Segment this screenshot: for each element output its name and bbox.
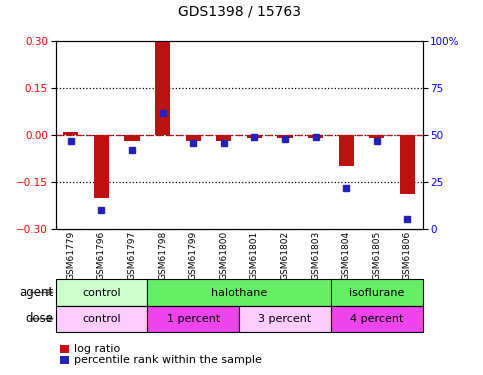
Bar [308, 135, 323, 138]
Text: isoflurane: isoflurane [349, 288, 404, 297]
Text: percentile rank within the sample: percentile rank within the sample [74, 355, 262, 365]
Bar [63, 132, 78, 135]
Bar [331, 306, 423, 332]
Text: GSM61802: GSM61802 [281, 231, 289, 280]
Text: GSM61805: GSM61805 [372, 231, 381, 280]
Bar [277, 135, 293, 138]
Bar [94, 135, 109, 198]
Bar [155, 41, 170, 135]
Text: GDS1398 / 15763: GDS1398 / 15763 [178, 5, 300, 19]
Bar [339, 135, 354, 166]
Text: GSM61799: GSM61799 [189, 231, 198, 280]
Bar [56, 306, 147, 332]
Text: control: control [82, 288, 121, 297]
Text: GSM61804: GSM61804 [341, 231, 351, 280]
Bar [247, 135, 262, 138]
Bar [147, 279, 331, 306]
Bar [185, 135, 201, 141]
Bar [56, 279, 147, 306]
Text: GSM61806: GSM61806 [403, 231, 412, 280]
Bar [239, 306, 331, 332]
Text: GSM61798: GSM61798 [158, 231, 167, 280]
Text: log ratio: log ratio [74, 344, 120, 354]
Text: dose: dose [25, 312, 53, 325]
Bar [147, 306, 239, 332]
Text: agent: agent [19, 286, 53, 299]
Bar [369, 135, 384, 138]
Bar [331, 279, 423, 306]
Text: control: control [82, 314, 121, 324]
Bar [216, 135, 231, 141]
Text: GSM61797: GSM61797 [128, 231, 137, 280]
Text: 4 percent: 4 percent [350, 314, 403, 324]
Bar [400, 135, 415, 194]
Text: GSM61803: GSM61803 [311, 231, 320, 280]
Text: GSM61796: GSM61796 [97, 231, 106, 280]
Text: 3 percent: 3 percent [258, 314, 312, 324]
Text: GSM61779: GSM61779 [66, 231, 75, 280]
Text: halothane: halothane [211, 288, 267, 297]
Bar [125, 135, 140, 141]
Text: 1 percent: 1 percent [167, 314, 220, 324]
Text: GSM61800: GSM61800 [219, 231, 228, 280]
Text: GSM61801: GSM61801 [250, 231, 259, 280]
